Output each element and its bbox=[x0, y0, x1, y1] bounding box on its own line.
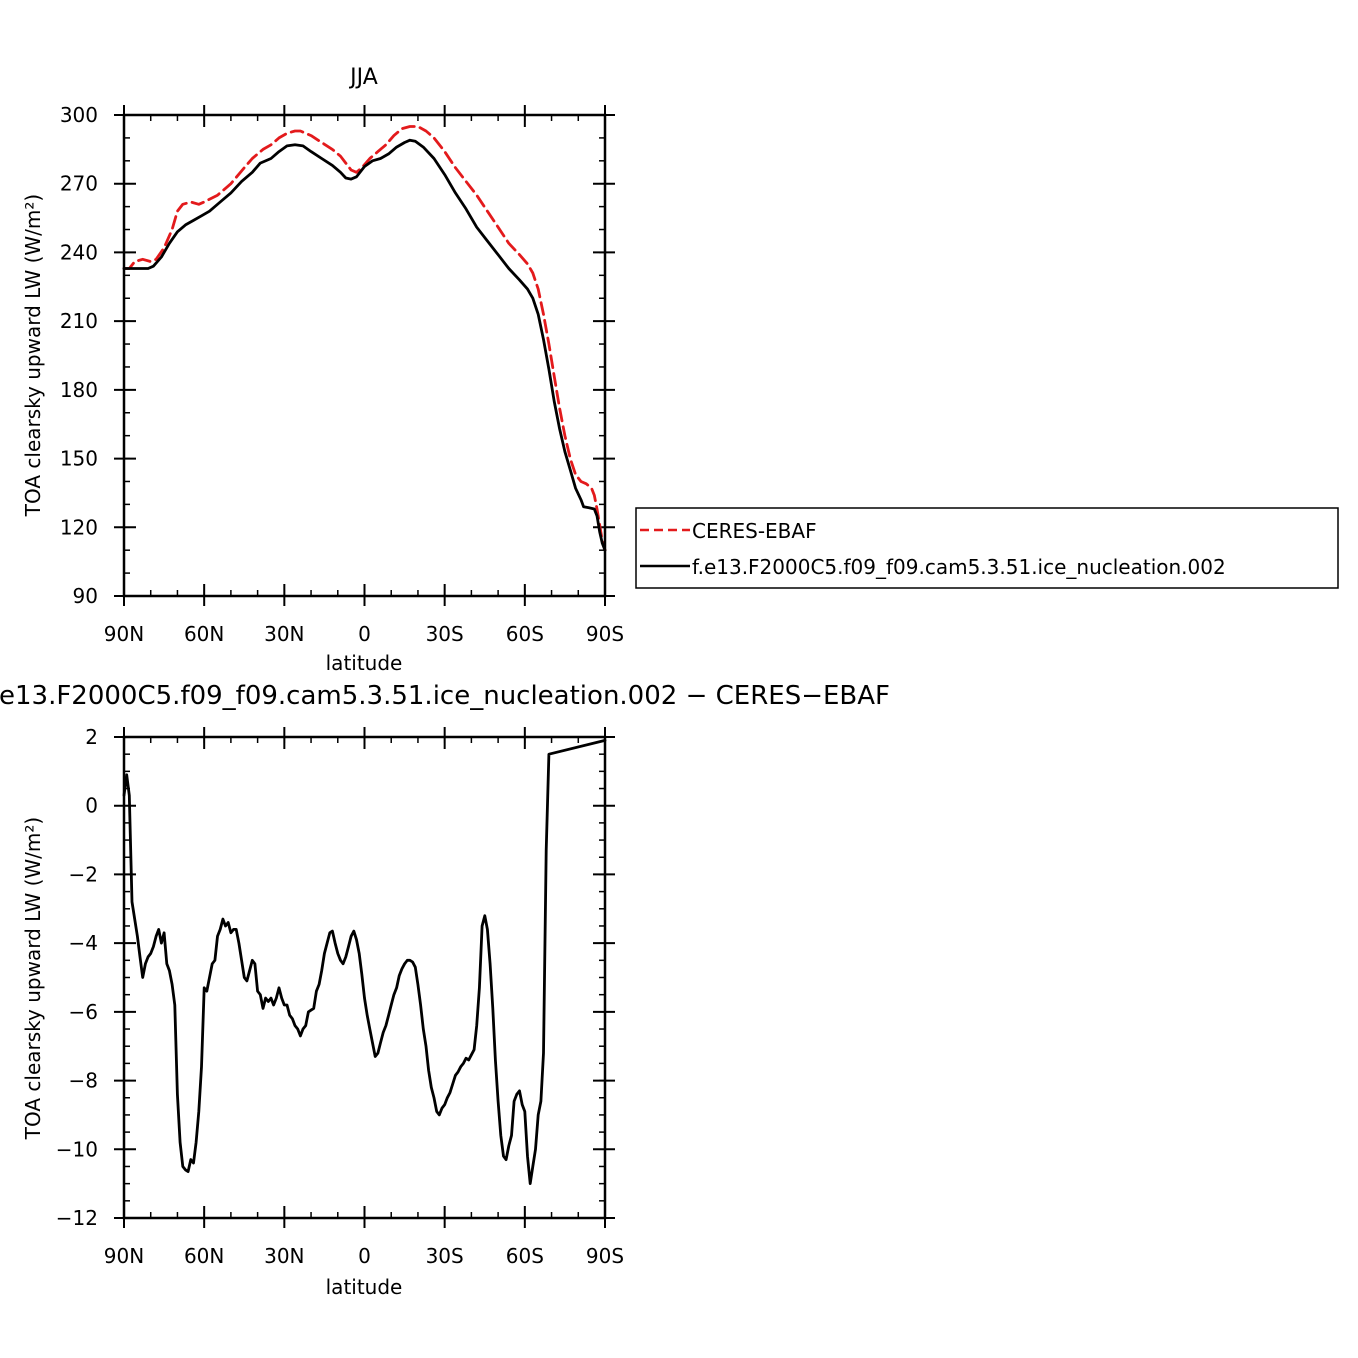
bottom-chart-panel: f.e13.F2000C5.f09_f09.cam5.3.51.ice_nucl… bbox=[0, 681, 890, 1299]
x-tick-label: 90N bbox=[104, 1244, 144, 1268]
x-tick-label: 60S bbox=[506, 622, 544, 646]
top-series-line-1 bbox=[122, 138, 607, 552]
bottom-chart-lines bbox=[122, 739, 607, 1185]
legend-label-model: f.e13.F2000C5.f09_f09.cam5.3.51.ice_nucl… bbox=[692, 555, 1226, 579]
bottom-series-line-0 bbox=[122, 739, 607, 1185]
x-tick-label: 30N bbox=[264, 1244, 304, 1268]
bottom-chart-frame bbox=[122, 735, 607, 1220]
y-tick-label: −8 bbox=[69, 1069, 98, 1093]
x-tick-label: 30S bbox=[426, 622, 464, 646]
y-tick-label: 270 bbox=[60, 172, 98, 196]
x-tick-label: 60N bbox=[184, 1244, 224, 1268]
y-tick-label: 120 bbox=[60, 515, 98, 539]
y-tick-label: −12 bbox=[56, 1206, 98, 1230]
y-tick-label: 240 bbox=[60, 240, 98, 264]
y-tick-label: −6 bbox=[69, 1000, 98, 1024]
bottom-chart-xlabel: latitude bbox=[326, 1275, 403, 1299]
x-tick-label: 0 bbox=[358, 622, 371, 646]
bottom-chart-ticks: 90N 60N 30N 0 30S 60S 90S −12 −10 −8 −6 −4 −2 0 2 bbox=[56, 725, 624, 1268]
y-tick-label: 90 bbox=[73, 584, 98, 608]
y-tick-label: −4 bbox=[69, 931, 98, 955]
top-chart-ticks: 90N 60N 30N 0 30S 60S 90S 90 120 150 180 210 240 270 3… bbox=[60, 103, 624, 646]
top-chart-ylabel: TOA clearsky upward LW (W/m²) bbox=[21, 194, 45, 517]
x-tick-label: 90N bbox=[104, 622, 144, 646]
y-tick-label: 180 bbox=[60, 378, 98, 402]
x-tick-label: 90S bbox=[586, 1244, 624, 1268]
chart-legend: CERES-EBAF f.e13.F2000C5.f09_f09.cam5.3.… bbox=[635, 507, 1339, 589]
top-series-line-0 bbox=[122, 125, 607, 552]
x-tick-label: 60S bbox=[506, 1244, 544, 1268]
y-tick-label: 0 bbox=[85, 794, 98, 818]
x-tick-label: 30N bbox=[264, 622, 304, 646]
top-chart-title: JJA bbox=[348, 65, 378, 90]
x-tick-label: 30S bbox=[426, 1244, 464, 1268]
y-tick-label: −10 bbox=[56, 1137, 98, 1161]
top-chart-panel: JJA TOA clearsky upward LW (W/m²) latitu… bbox=[21, 65, 624, 675]
top-chart-xlabel: latitude bbox=[326, 651, 403, 675]
x-tick-label: 0 bbox=[358, 1244, 371, 1268]
bottom-chart-ylabel: TOA clearsky upward LW (W/m²) bbox=[21, 817, 45, 1140]
y-tick-label: 150 bbox=[60, 447, 98, 471]
top-chart-lines bbox=[122, 125, 607, 552]
x-tick-label: 90S bbox=[586, 622, 624, 646]
y-tick-label: 2 bbox=[85, 725, 98, 749]
y-tick-label: −2 bbox=[69, 862, 98, 886]
legend-box bbox=[635, 507, 1339, 589]
y-tick-label: 300 bbox=[60, 103, 98, 127]
y-tick-label: 210 bbox=[60, 309, 98, 333]
legend-label-ceres: CERES-EBAF bbox=[692, 519, 817, 543]
top-chart-frame bbox=[122, 113, 607, 598]
bottom-chart-title: f.e13.F2000C5.f09_f09.cam5.3.51.ice_nucl… bbox=[0, 681, 890, 711]
x-tick-label: 60N bbox=[184, 622, 224, 646]
